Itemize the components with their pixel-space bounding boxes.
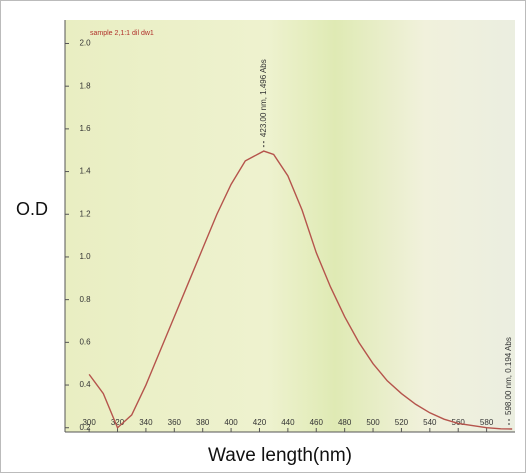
x-tick-label: 580 — [480, 418, 494, 427]
y-tick-label: 0.2 — [79, 423, 91, 432]
y-tick-label: 1.2 — [79, 209, 91, 218]
x-tick-label: 540 — [423, 418, 437, 427]
annotation: 423.00 nm, 1.496 Abs — [259, 59, 268, 137]
x-tick-label: 520 — [395, 418, 409, 427]
x-tick-label: 460 — [310, 418, 324, 427]
x-tick-label: 420 — [253, 418, 267, 427]
x-tick-label: 300 — [82, 418, 96, 427]
y-tick-label: 1.4 — [79, 167, 91, 176]
y-tick-label: 1.6 — [79, 124, 91, 133]
annotation: 598.00 nm, 0.194 Abs — [504, 337, 513, 415]
plot-area — [65, 20, 515, 432]
x-tick-label: 340 — [139, 418, 153, 427]
x-tick-label: 560 — [452, 418, 466, 427]
x-axis-label: Wave length(nm) — [208, 445, 352, 466]
y-tick-label: 1.0 — [79, 252, 91, 261]
x-tick-label: 380 — [196, 418, 210, 427]
y-tick-label: 1.8 — [79, 81, 91, 90]
chart-title: sample 2,1:1 dil dw1 — [90, 30, 154, 37]
y-tick-label: 0.8 — [79, 295, 91, 304]
x-tick-label: 440 — [281, 418, 295, 427]
x-tick-label: 500 — [366, 418, 380, 427]
y-axis-label: O.D — [16, 199, 48, 219]
x-tick-label: 320 — [111, 418, 125, 427]
y-tick-label: 0.6 — [79, 337, 91, 346]
y-tick-label: 2.0 — [79, 39, 91, 48]
y-tick-label: 0.4 — [79, 380, 91, 389]
x-tick-label: 400 — [224, 418, 238, 427]
x-tick-label: 480 — [338, 418, 352, 427]
x-tick-label: 360 — [168, 418, 182, 427]
spectrum-line — [88, 150, 513, 430]
